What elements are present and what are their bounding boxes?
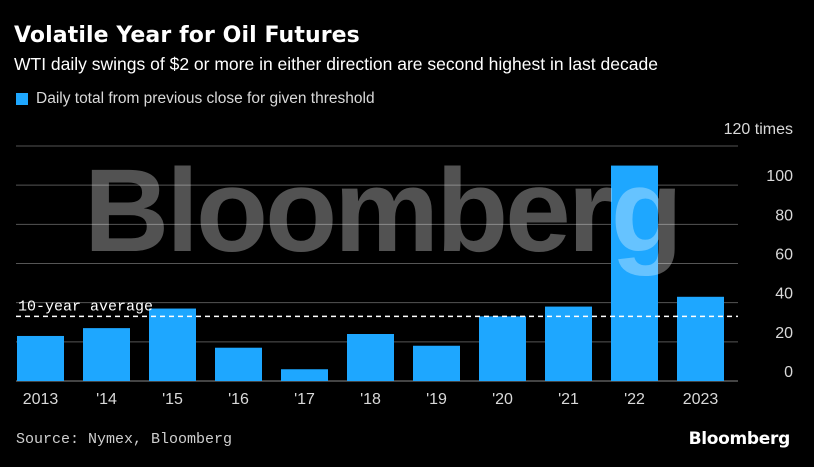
- x-tick-labels: 2013 '14 '15 '16 '17 '18 '19 '20 '21 '22 2023: [23, 391, 719, 408]
- bar: [83, 328, 130, 381]
- y-tick-label: 0: [784, 364, 793, 381]
- y-tick-label: 80: [775, 207, 793, 224]
- source-note: Source: Nymex, Bloomberg: [16, 431, 233, 448]
- average-line-label: 10-year average: [18, 298, 153, 315]
- x-tick-label: '19: [426, 391, 447, 408]
- bar: [611, 165, 658, 381]
- bar: [545, 306, 592, 381]
- legend-swatch: [16, 93, 28, 105]
- chart-title: Volatile Year for Oil Futures: [14, 23, 360, 48]
- x-tick-label: 2013: [23, 391, 59, 408]
- y-tick-labels: 0 20 40 60 80 100 120 times: [724, 121, 793, 381]
- bar: [413, 345, 460, 381]
- bar: [479, 316, 526, 381]
- y-tick-label: 120 times: [724, 121, 793, 138]
- y-tick-label: 60: [775, 247, 793, 264]
- y-tick-label: 100: [766, 168, 793, 185]
- x-tick-label: 2023: [683, 391, 719, 408]
- x-tick-label: '22: [624, 391, 645, 408]
- brand-logo: Bloomberg: [688, 429, 791, 449]
- bar: [677, 296, 724, 381]
- bar: [215, 347, 262, 381]
- bar: [347, 334, 394, 381]
- x-tick-label: '18: [360, 391, 381, 408]
- legend: Daily total from previous close for give…: [16, 90, 375, 108]
- bar: [17, 335, 64, 381]
- y-tick-label: 20: [775, 325, 793, 342]
- x-tick-label: '16: [228, 391, 249, 408]
- x-tick-label: '15: [162, 391, 183, 408]
- bars: [17, 165, 724, 381]
- y-tick-label: 40: [775, 286, 793, 303]
- legend-label: Daily total from previous close for give…: [36, 90, 375, 107]
- x-tick-label: '17: [294, 391, 315, 408]
- x-tick-label: '20: [492, 391, 513, 408]
- bar: [149, 308, 196, 381]
- x-tick-label: '21: [558, 391, 579, 408]
- x-tick-label: '14: [96, 391, 117, 408]
- bar: [281, 369, 328, 381]
- chart-subtitle: WTI daily swings of $2 or more in either…: [14, 54, 658, 74]
- average-line-group: 10-year average: [16, 298, 738, 318]
